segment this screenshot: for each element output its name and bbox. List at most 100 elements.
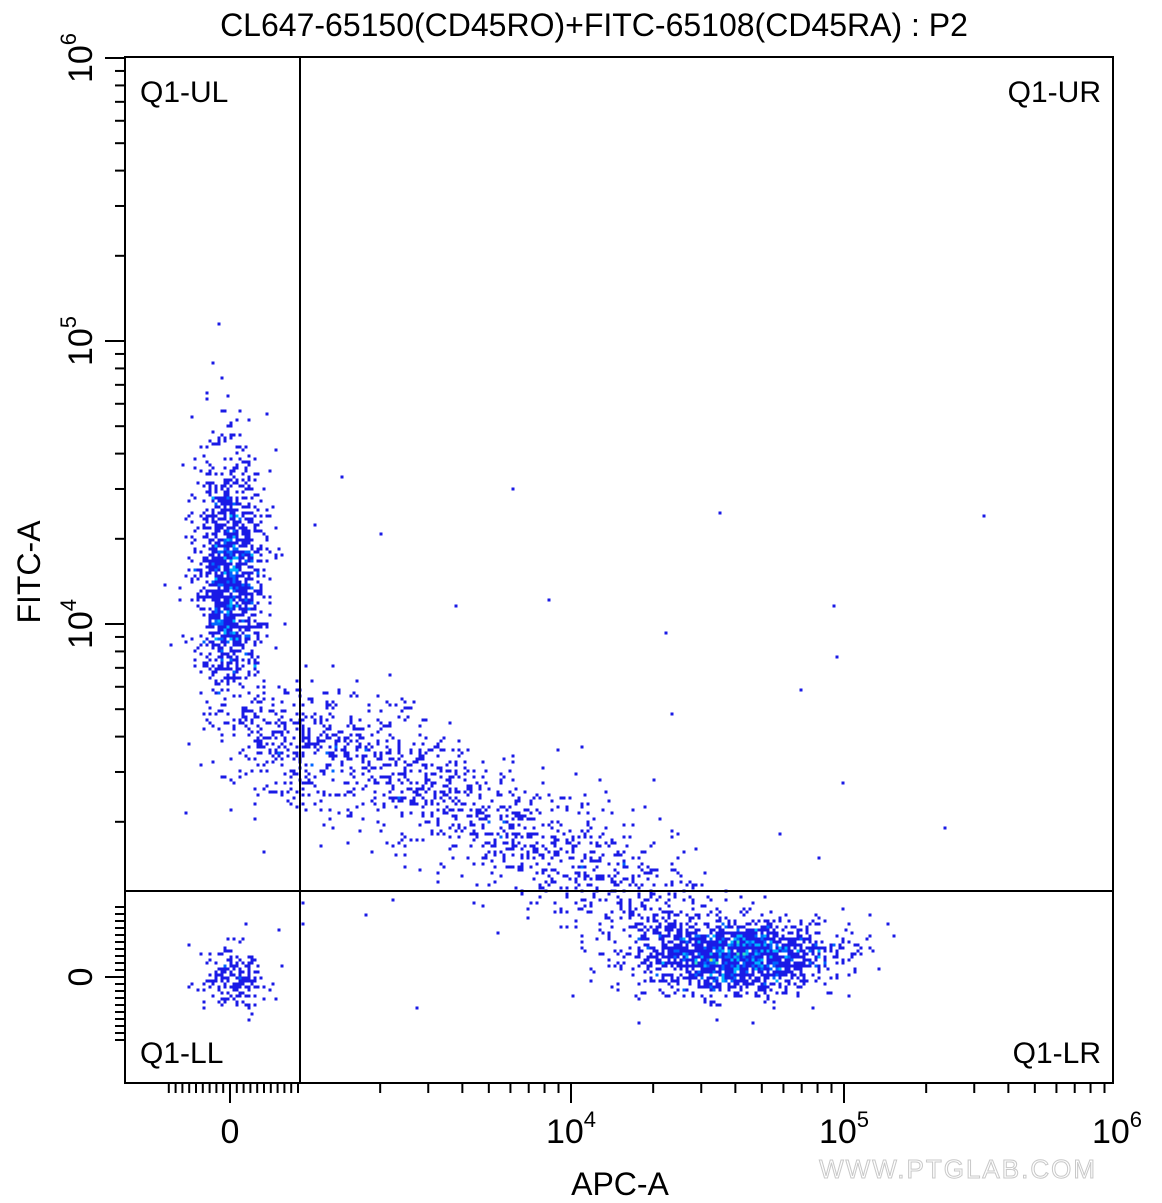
event-dot xyxy=(694,946,698,950)
event-dot xyxy=(505,814,509,818)
event-dot xyxy=(328,817,332,821)
event-dot xyxy=(532,850,536,854)
event-dot xyxy=(769,931,773,935)
event-dot xyxy=(640,949,644,953)
event-dot xyxy=(460,751,464,755)
event-dot xyxy=(211,556,215,560)
event-dot xyxy=(814,964,818,968)
event-dot xyxy=(229,616,233,620)
event-dot xyxy=(238,550,242,554)
event-dot xyxy=(586,874,590,878)
event-dot xyxy=(745,922,749,926)
event-dot xyxy=(682,937,686,941)
event-dot xyxy=(673,958,677,962)
event-dot xyxy=(400,754,404,758)
event-dot xyxy=(448,790,452,794)
event-dot xyxy=(229,550,233,554)
event-dot xyxy=(235,556,239,560)
event-dot xyxy=(301,901,305,905)
event-dot xyxy=(652,979,656,983)
event-dot xyxy=(280,763,284,767)
event-dot xyxy=(217,649,221,653)
event-dot xyxy=(226,622,230,626)
event-dot xyxy=(685,967,689,971)
event-dot xyxy=(673,955,677,959)
event-dot xyxy=(301,724,305,728)
event-dot xyxy=(769,955,773,959)
event-dot xyxy=(280,742,284,746)
event-dot xyxy=(229,631,233,635)
event-dot xyxy=(247,733,251,737)
event-dot xyxy=(622,865,626,869)
event-dot xyxy=(547,874,551,878)
event-dot xyxy=(757,967,761,971)
event-dot xyxy=(766,949,770,953)
event-dot xyxy=(229,562,233,566)
event-dot xyxy=(796,991,800,995)
event-dot xyxy=(697,946,701,950)
event-dot xyxy=(235,640,239,644)
event-dot xyxy=(418,724,422,728)
event-dot xyxy=(256,751,260,755)
event-dot xyxy=(340,763,344,767)
event-dot xyxy=(256,637,260,641)
event-dot xyxy=(235,664,239,668)
event-dot xyxy=(202,499,206,503)
event-dot xyxy=(619,880,623,884)
event-dot xyxy=(709,961,713,965)
event-dot xyxy=(235,562,239,566)
event-dot xyxy=(517,799,521,803)
event-dot xyxy=(214,976,218,980)
event-dot xyxy=(679,946,683,950)
event-dot xyxy=(439,796,443,800)
event-dot xyxy=(259,499,263,503)
event-dot xyxy=(391,772,395,776)
event-dot xyxy=(625,865,629,869)
event-dot xyxy=(358,745,362,749)
event-dot xyxy=(661,961,665,965)
event-dot xyxy=(220,556,224,560)
event-dot xyxy=(655,925,659,929)
event-dot xyxy=(256,547,260,551)
event-dot xyxy=(190,559,194,563)
event-dot xyxy=(565,874,569,878)
event-dot xyxy=(343,748,347,752)
watermark: WWW.PTGLAB.COM xyxy=(819,1154,1097,1184)
event-dot xyxy=(220,646,224,650)
event-dot xyxy=(751,943,755,947)
event-dot xyxy=(664,964,668,968)
event-dot xyxy=(253,712,257,716)
event-dot xyxy=(220,511,224,515)
event-dot xyxy=(229,472,233,476)
event-dot xyxy=(796,934,800,938)
event-dot xyxy=(391,898,395,902)
event-dot xyxy=(199,568,203,572)
event-dot xyxy=(238,694,242,698)
event-dot xyxy=(721,973,725,977)
event-dot xyxy=(805,928,809,932)
event-dot xyxy=(721,955,725,959)
event-dot xyxy=(685,928,689,932)
event-dot xyxy=(193,457,197,461)
event-dot xyxy=(247,454,251,458)
event-dot xyxy=(235,532,239,536)
event-dot xyxy=(742,937,746,941)
event-dot xyxy=(745,928,749,932)
event-dot xyxy=(598,952,602,956)
event-dot xyxy=(313,775,317,779)
event-dot xyxy=(223,499,227,503)
event-dot xyxy=(406,706,410,710)
event-dot xyxy=(826,967,830,971)
event-dot xyxy=(250,613,254,617)
event-dot xyxy=(226,655,230,659)
event-dot xyxy=(241,496,245,500)
event-dot xyxy=(313,742,317,746)
event-dot xyxy=(205,571,209,575)
event-dot xyxy=(571,838,575,842)
event-dot xyxy=(511,754,515,758)
event-dot xyxy=(337,739,341,743)
event-dot xyxy=(331,664,335,668)
event-dot xyxy=(232,973,236,977)
event-dot xyxy=(703,985,707,989)
event-dot xyxy=(787,940,791,944)
